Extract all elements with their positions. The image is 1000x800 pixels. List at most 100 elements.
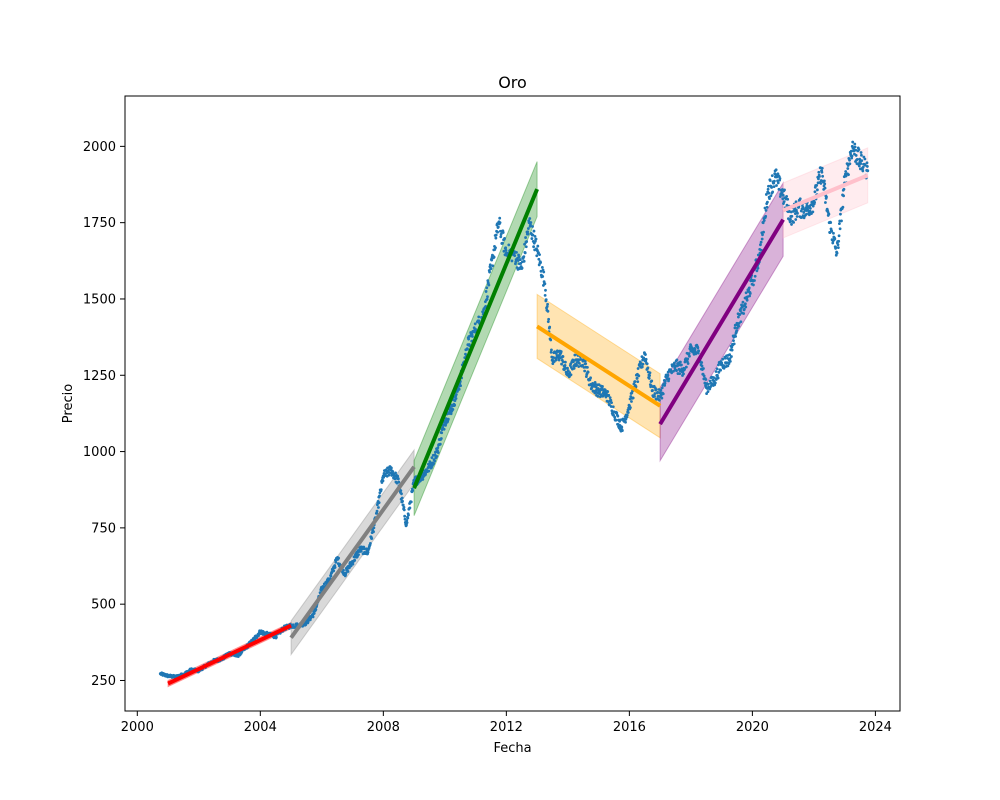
- price-point: [519, 262, 523, 265]
- price-point: [547, 317, 551, 321]
- price-point: [823, 182, 827, 186]
- price-point: [375, 511, 379, 515]
- price-point: [439, 437, 443, 440]
- price-point: [654, 388, 658, 391]
- price-point: [855, 158, 859, 161]
- price-point: [732, 342, 736, 346]
- price-point: [676, 363, 680, 367]
- price-point: [762, 230, 765, 234]
- price-point: [529, 221, 533, 224]
- price-point: [484, 290, 488, 293]
- price-point: [783, 188, 786, 192]
- price-point: [421, 478, 425, 481]
- price-point: [808, 207, 812, 210]
- price-point: [648, 374, 652, 377]
- price-point: [533, 234, 537, 238]
- price-point: [678, 360, 682, 364]
- price-point: [704, 378, 708, 381]
- price-point: [861, 169, 865, 173]
- y-tick-label: 250: [91, 674, 116, 689]
- price-point: [794, 218, 798, 221]
- price-point: [702, 367, 705, 370]
- price-point: [485, 286, 489, 290]
- price-point: [400, 492, 403, 496]
- price-point: [660, 396, 664, 400]
- price-point: [774, 168, 778, 172]
- price-point: [389, 466, 393, 470]
- price-point: [712, 376, 715, 379]
- price-point: [498, 221, 502, 225]
- price-point: [663, 379, 667, 383]
- y-tick-label: 1500: [83, 292, 116, 307]
- price-point: [453, 399, 457, 402]
- price-point: [820, 166, 824, 170]
- price-point: [353, 558, 357, 562]
- price-point: [586, 370, 590, 374]
- price-point: [583, 369, 587, 373]
- price-point: [785, 203, 789, 207]
- price-point: [312, 611, 316, 615]
- price-point: [432, 462, 436, 465]
- price-point: [304, 623, 308, 627]
- price-point: [630, 400, 633, 403]
- price-point: [741, 300, 745, 304]
- price-point: [551, 362, 555, 365]
- price-point: [606, 390, 610, 394]
- price-point: [344, 571, 348, 575]
- price-point: [488, 263, 492, 267]
- price-point: [640, 365, 644, 369]
- price-point: [700, 361, 704, 364]
- price-point: [684, 365, 688, 369]
- price-point: [837, 234, 841, 238]
- price-point: [853, 142, 857, 146]
- price-point: [706, 382, 710, 386]
- price-point: [715, 367, 719, 371]
- y-axis: 250 500 750 1000 1250 1500 1750 2000: [83, 140, 125, 689]
- price-point: [346, 570, 350, 573]
- price-point: [860, 153, 863, 157]
- price-point: [342, 568, 345, 572]
- price-point: [753, 279, 756, 282]
- price-point: [737, 315, 740, 319]
- price-point: [470, 332, 474, 336]
- price-point: [641, 362, 645, 366]
- y-tick-label: 1750: [83, 216, 116, 231]
- price-point: [541, 275, 545, 278]
- price-point: [369, 542, 372, 545]
- price-point: [727, 362, 731, 366]
- price-point: [522, 259, 526, 263]
- price-point: [818, 175, 821, 178]
- price-point: [842, 187, 846, 191]
- price-point: [730, 348, 734, 352]
- price-point: [675, 358, 679, 362]
- price-point: [636, 380, 640, 384]
- price-point: [815, 183, 819, 187]
- price-point: [647, 377, 651, 380]
- trend-line-2: [289, 465, 416, 639]
- price-point: [453, 403, 457, 407]
- price-point: [738, 313, 742, 316]
- price-point: [505, 251, 509, 255]
- price-point: [435, 455, 439, 458]
- price-point: [529, 223, 532, 227]
- price-point: [761, 233, 764, 237]
- price-point: [615, 411, 619, 415]
- price-point: [723, 356, 727, 360]
- price-point: [850, 154, 854, 158]
- price-point: [411, 489, 415, 493]
- price-point: [440, 431, 444, 435]
- y-axis-label: Precio: [61, 384, 76, 423]
- price-point: [485, 297, 489, 301]
- x-tick-label: 2020: [736, 720, 769, 735]
- price-point: [467, 337, 471, 341]
- price-point: [564, 360, 567, 364]
- price-point: [820, 170, 824, 174]
- price-point: [706, 390, 710, 393]
- price-point: [522, 255, 526, 258]
- price-point: [401, 499, 404, 503]
- price-point: [756, 266, 760, 270]
- price-point: [653, 392, 657, 395]
- price-point: [427, 469, 431, 473]
- price-point: [827, 212, 831, 216]
- price-point: [372, 526, 376, 530]
